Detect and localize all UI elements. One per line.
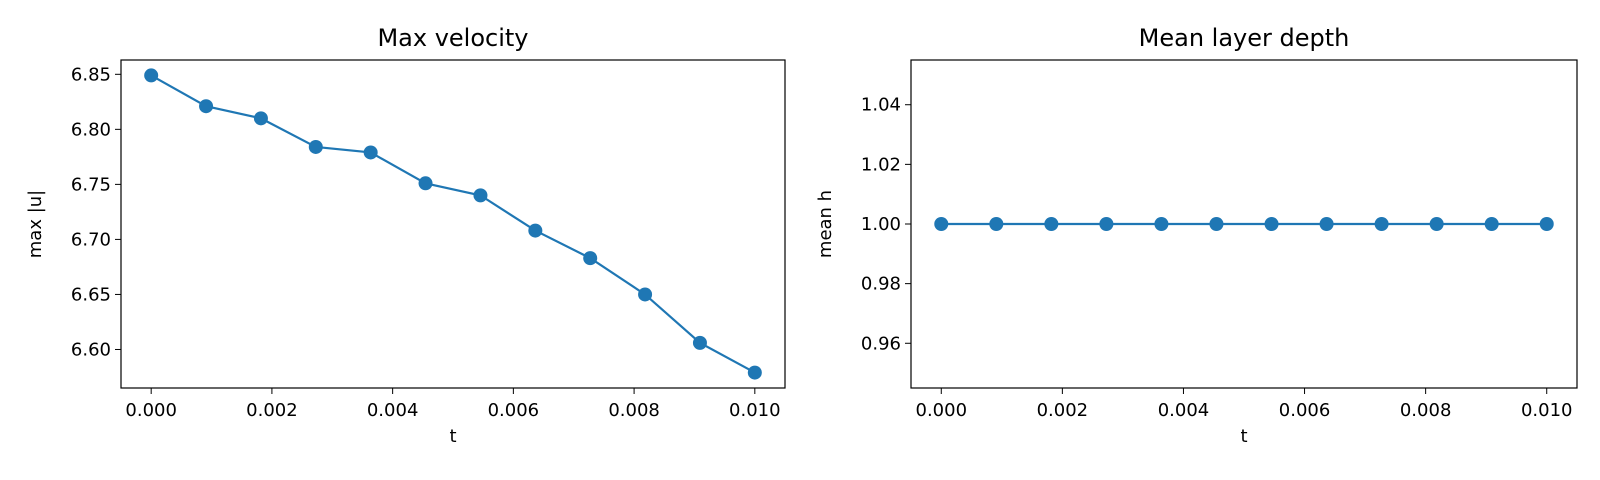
velocity-data-point (583, 251, 598, 266)
depth-data-point (1319, 217, 1334, 231)
velocity-y-tick-label: 6.80 (71, 119, 111, 140)
velocity-y-axis-label: max |u| (25, 190, 46, 258)
velocity-y-tick-label: 6.70 (71, 229, 111, 250)
depth-y-tick-label: 0.96 (861, 333, 901, 354)
velocity-x-tick-label: 0.008 (608, 400, 660, 421)
velocity-plot-frame (120, 59, 786, 389)
depth-x-tick-label: 0.006 (1279, 400, 1331, 421)
depth-x-tick-label: 0.004 (1158, 400, 1210, 421)
depth-x-tick-label: 0.000 (916, 400, 968, 421)
velocity-x-tick-label: 0.004 (367, 400, 419, 421)
velocity-y-tick-label: 6.60 (71, 339, 111, 360)
depth-chart-title: Mean layer depth (1139, 24, 1350, 52)
velocity-series-line (150, 74, 756, 374)
velocity-y-tick-label: 6.65 (71, 284, 111, 305)
velocity-data-point (747, 365, 762, 380)
velocity-x-tick-label: 0.002 (246, 400, 298, 421)
depth-data-point (1099, 217, 1114, 231)
depth-y-tick-label: 1.00 (861, 214, 901, 235)
velocity-x-tick-label: 0.010 (729, 400, 781, 421)
velocity-x-axis-label: t (449, 426, 456, 447)
depth-y-axis-label: mean h (815, 190, 836, 258)
depth-data-point (1264, 217, 1279, 231)
velocity-y-tick-label: 6.85 (71, 64, 111, 85)
velocity-data-point (418, 176, 433, 191)
velocity-data-point (308, 139, 323, 154)
depth-data-point (1154, 217, 1169, 231)
velocity-chart-title: Max velocity (377, 24, 528, 52)
depth-data-point (1374, 217, 1389, 231)
depth-y-tick-label: 1.02 (861, 154, 901, 175)
depth-data-point (934, 217, 949, 231)
depth-y-tick-label: 1.04 (861, 95, 901, 116)
depth-data-point (1539, 217, 1554, 231)
depth-data-point (1209, 217, 1224, 231)
max-velocity-panel: Max velocity 0.000 0.002 0.004 0.006 0.008 0.0… (25, 24, 786, 447)
depth-x-axis-label: t (1240, 426, 1247, 447)
velocity-data-point (199, 99, 214, 114)
mean-layer-depth-panel: Mean layer depth 0.000 0.002 0.004 0.006 0.00… (815, 24, 1578, 447)
velocity-data-point (638, 287, 653, 302)
velocity-data-point (528, 223, 543, 238)
depth-data-point (1429, 217, 1444, 231)
depth-data-point (1044, 217, 1059, 231)
velocity-data-point (692, 335, 707, 350)
velocity-data-point (253, 111, 268, 126)
depth-x-tick-label: 0.002 (1037, 400, 1089, 421)
depth-x-tick-label: 0.008 (1400, 400, 1452, 421)
depth-x-tick-label: 0.010 (1521, 400, 1573, 421)
velocity-data-point (144, 68, 159, 83)
velocity-data-point (473, 188, 488, 203)
depth-data-point (1484, 217, 1499, 231)
velocity-y-tick-label: 6.75 (71, 174, 111, 195)
velocity-x-tick-label: 0.000 (125, 400, 177, 421)
velocity-data-point (363, 145, 378, 160)
depth-data-point (989, 217, 1004, 231)
depth-y-tick-label: 0.98 (861, 274, 901, 295)
velocity-x-tick-label: 0.006 (488, 400, 540, 421)
